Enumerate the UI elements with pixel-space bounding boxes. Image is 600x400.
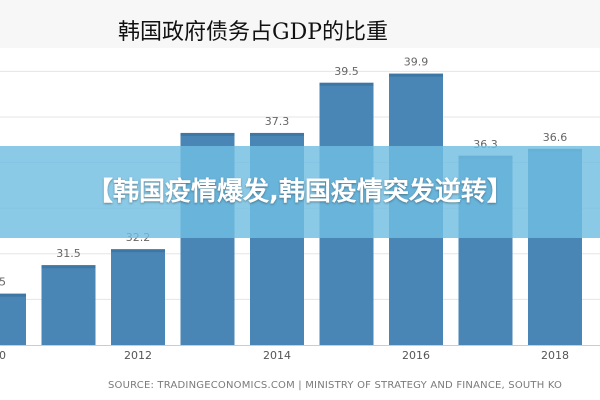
bar-cap-2010	[0, 293, 26, 297]
data-label-2010: 25	[0, 276, 6, 289]
data-label-2011: 31.5	[56, 247, 81, 260]
x-tick-label-2012: 2012	[124, 349, 152, 362]
bar-cap-2013	[180, 132, 235, 136]
data-label-2016: 39.9	[404, 56, 429, 69]
data-label-2018: 36.6	[543, 131, 568, 144]
x-tick-label-2010: 10	[0, 349, 6, 362]
x-tick-label-2018: 2018	[541, 349, 569, 362]
source-note: SOURCE: TRADINGECONOMICS.COM | MINISTRY …	[108, 380, 563, 391]
bar-2012	[111, 249, 165, 345]
data-label-2015: 39.5	[334, 65, 359, 78]
bar-2010	[0, 293, 26, 345]
bar-2011	[41, 265, 96, 345]
bar-cap-2015	[319, 82, 374, 86]
title-bar	[0, 0, 600, 48]
headline-banner: 【韩国疫情爆发,韩国疫情突发逆转】	[0, 146, 600, 238]
data-label-2014: 37.3	[265, 115, 290, 128]
x-tick-label-2014: 2014	[263, 349, 291, 362]
bar-cap-2014	[250, 132, 304, 136]
chart-title: 韩国政府债务占GDP的比重	[118, 20, 389, 45]
headline-text: 【韩国疫情爆发,韩国疫情突发逆转】	[87, 177, 513, 207]
bar-cap-2012	[111, 249, 165, 253]
bar-cap-2011	[41, 265, 96, 269]
x-tick-label-2016: 2016	[402, 349, 430, 362]
bar-cap-2016	[389, 73, 443, 77]
